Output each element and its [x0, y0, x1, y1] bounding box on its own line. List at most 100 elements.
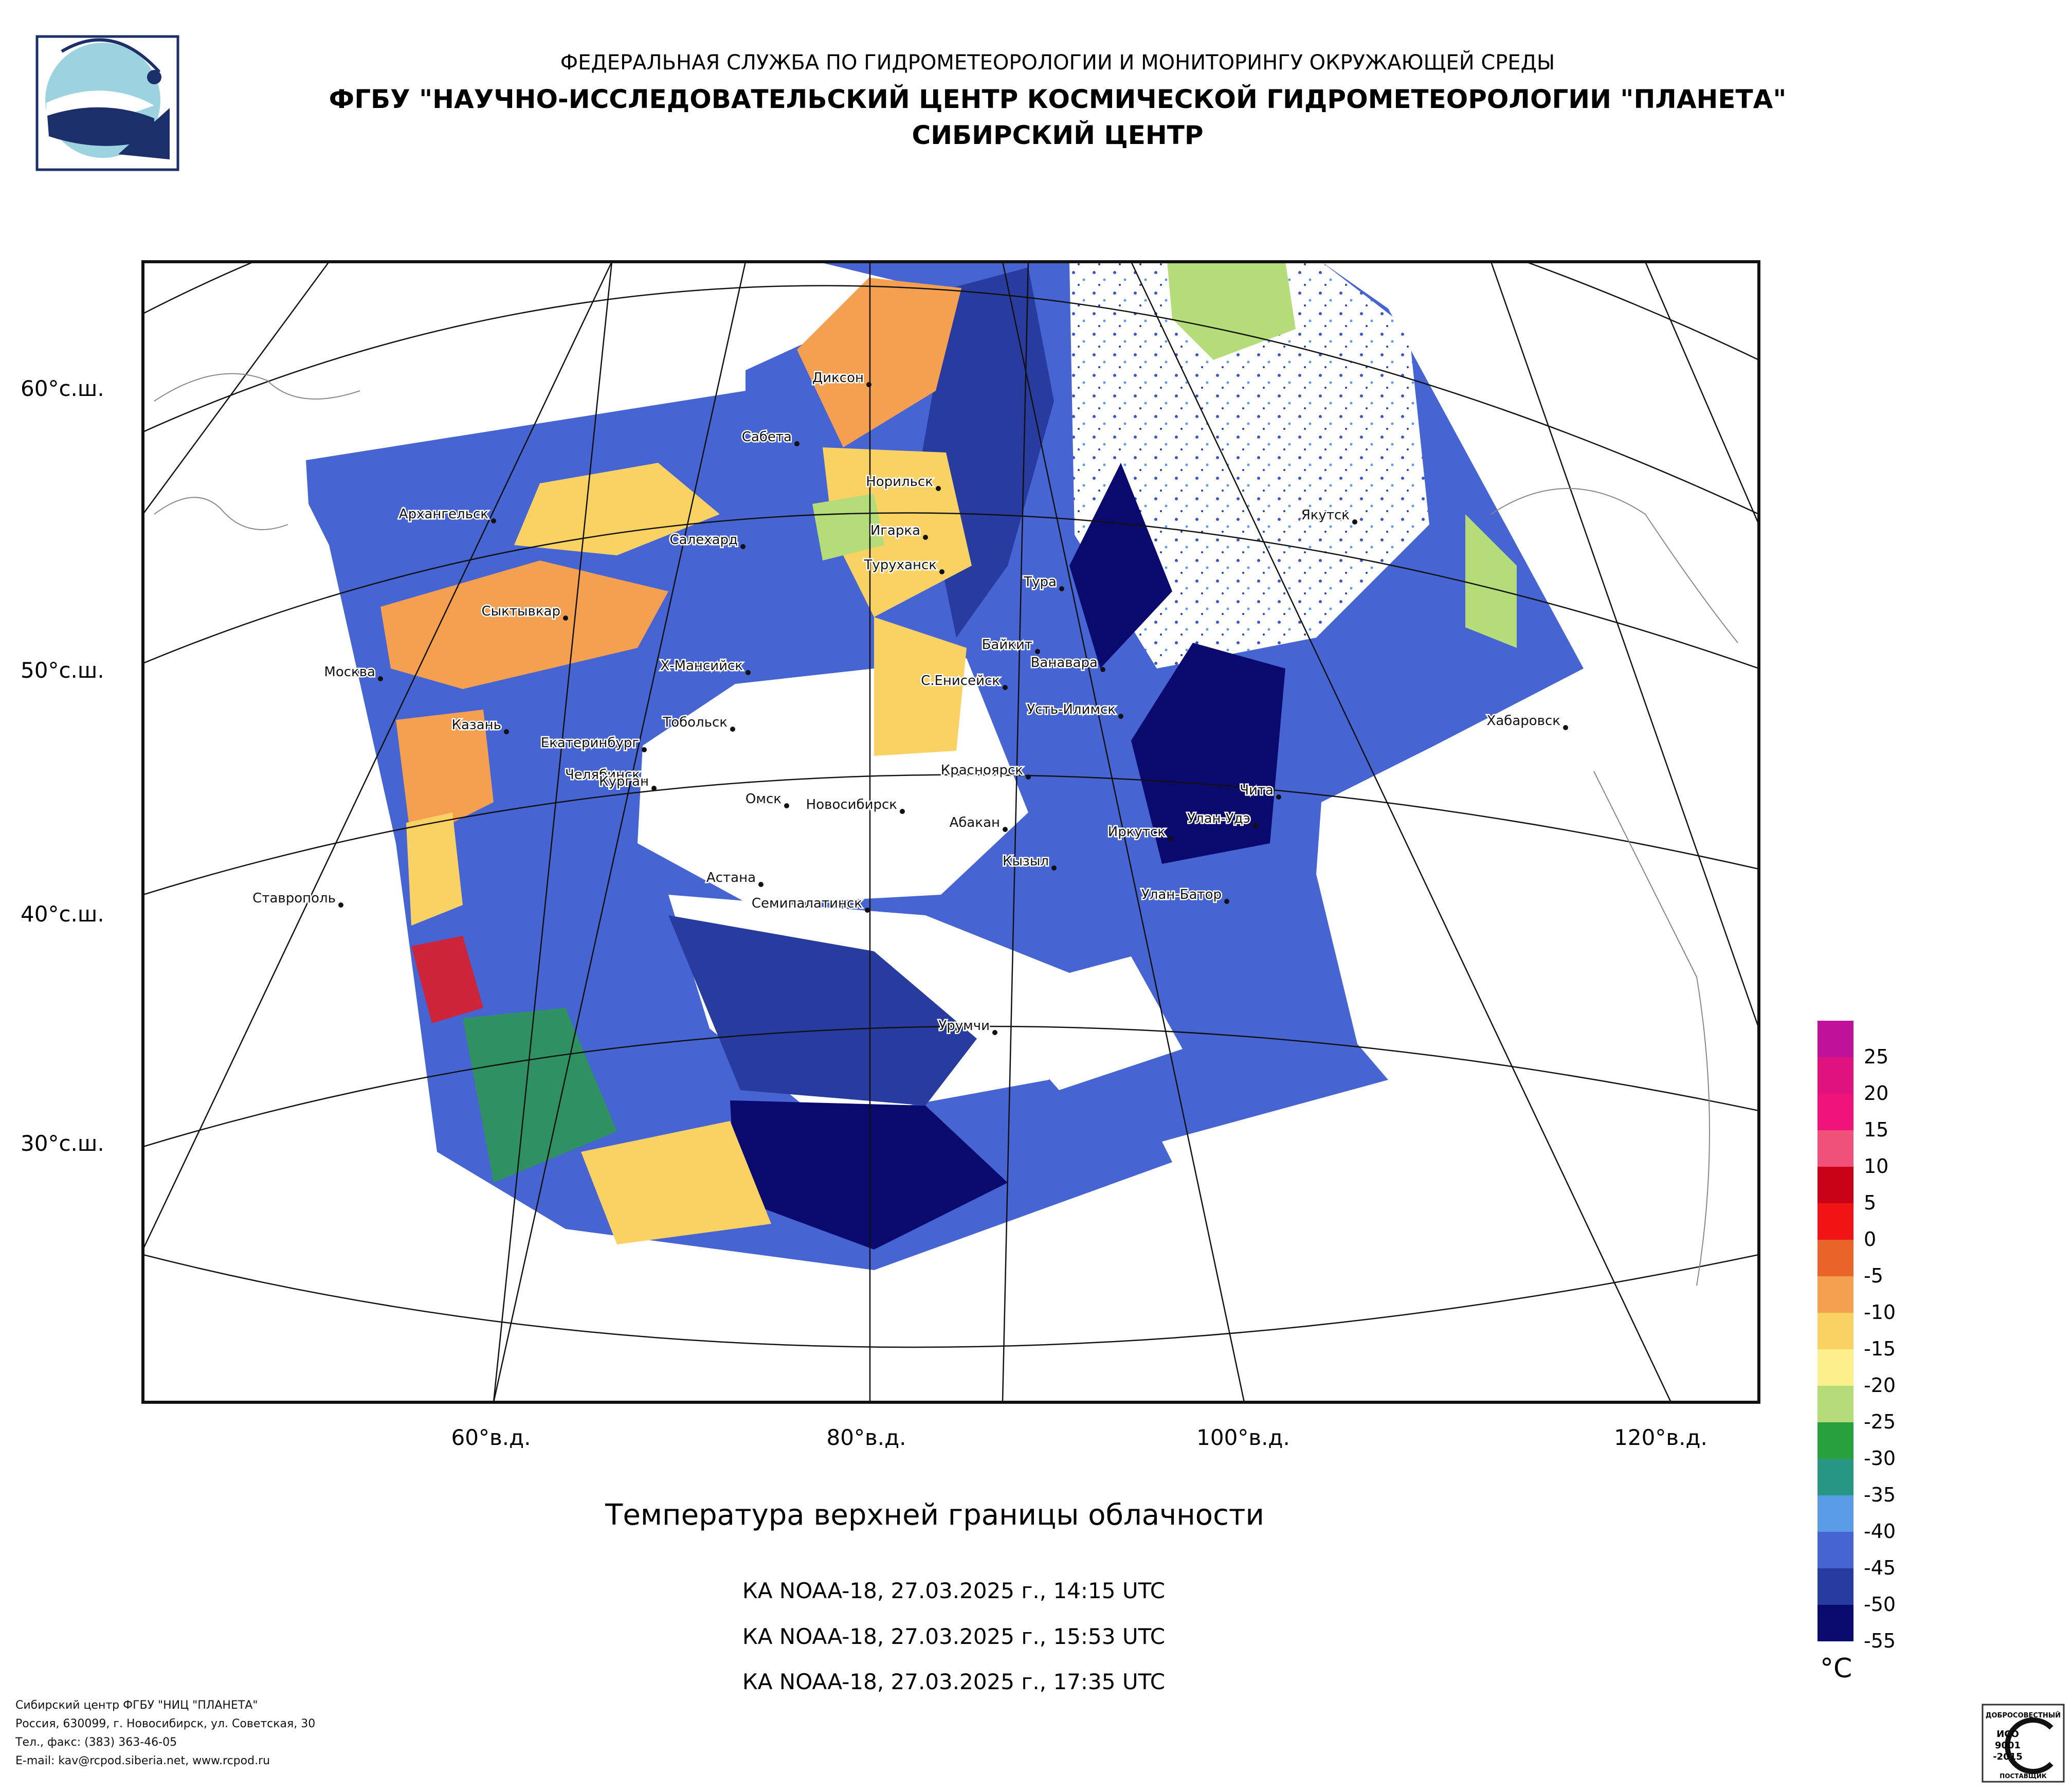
city-label: Туруханск [864, 557, 937, 573]
legend-label: 25 [1864, 1045, 1888, 1068]
legend-swatch [1817, 1422, 1853, 1459]
meridian-40 [143, 262, 330, 515]
city-label: Диксон [812, 370, 864, 386]
cloud-top-temperature-swath [306, 262, 1584, 1270]
city-marker [1003, 827, 1008, 832]
meridian-90 [1002, 262, 1029, 1402]
city-marker [1100, 667, 1105, 672]
legend-label: -25 [1864, 1410, 1896, 1433]
iso-badge-top: ДОБРОСОВЕСТНЫЙ [1986, 1711, 2061, 1720]
city-marker [338, 902, 343, 908]
legend-swatch [1817, 1094, 1853, 1130]
institute-name: ФГБУ "НАУЧНО-ИССЛЕДОВАТЕЛЬСКИЙ ЦЕНТР КОС… [329, 84, 1787, 114]
legend-label: 5 [1864, 1191, 1876, 1214]
map-frame [141, 260, 1760, 1404]
legend-unit: °C [1820, 1653, 1852, 1684]
city-marker [936, 486, 941, 491]
city-marker [1224, 899, 1229, 904]
legend-label: -5 [1864, 1264, 1883, 1287]
city-marker [794, 441, 799, 446]
city-label: Красноярск [941, 763, 1023, 778]
legend-label: -20 [1864, 1374, 1896, 1397]
city-marker [1563, 725, 1568, 730]
legend-swatch [1817, 1532, 1853, 1568]
city-label: Абакан [950, 815, 1000, 830]
city-marker [1026, 774, 1031, 780]
lat-label-50: 50°с.ш. [21, 658, 104, 683]
legend-label: -35 [1864, 1484, 1896, 1506]
agency-name: ФЕДЕРАЛЬНАЯ СЛУЖБА ПО ГИДРОМЕТЕОРОЛОГИИ … [560, 50, 1555, 75]
legend-label: -50 [1864, 1593, 1896, 1616]
legend-swatch [1817, 1568, 1853, 1605]
city-marker [784, 803, 789, 808]
city-label: Х-Мансийск [660, 658, 743, 674]
city-label: Казань [452, 717, 501, 733]
city-marker [504, 729, 509, 734]
lon-label-60: 60°в.д. [451, 1425, 531, 1450]
pass-3: КА NOAA-18, 27.03.2025 г., 17:35 UTC [742, 1669, 1165, 1694]
lon-label-80: 80°в.д. [827, 1425, 906, 1450]
lon-label-100: 100°в.д. [1196, 1425, 1290, 1450]
legend-swatch [1817, 1349, 1853, 1386]
city-marker [923, 535, 928, 540]
city-label: Омск [746, 791, 781, 807]
city-marker [563, 616, 568, 621]
city-label: Иркутск [1108, 824, 1166, 840]
city-marker [740, 544, 746, 549]
city-marker [642, 747, 647, 752]
parallel-50 [143, 512, 1759, 670]
city-marker [643, 779, 648, 784]
city-label: Усть-Илимск [1027, 702, 1116, 717]
meridian-50 [143, 262, 613, 1250]
city-marker [900, 809, 905, 814]
city-marker [1118, 714, 1123, 719]
city-marker [730, 727, 735, 732]
product-title: Температура верхней границы облачности [605, 1498, 1264, 1532]
legend-label: 15 [1864, 1118, 1888, 1141]
city-label: Курган [599, 774, 649, 789]
city-marker [1059, 586, 1064, 591]
legend-swatch [1817, 1313, 1853, 1349]
legend-swatch [1817, 1021, 1853, 1057]
city-label: Улан-Удэ [1187, 811, 1250, 826]
city-label: Кызыл [1003, 854, 1049, 869]
legend-swatch [1817, 1386, 1853, 1422]
city-label: Салехард [669, 532, 738, 548]
city-marker [939, 569, 944, 574]
map-area [143, 262, 1759, 1402]
legend-swatch [1817, 1605, 1853, 1641]
footer-line-2: Россия, 630099, г. Новосибирск, ул. Сове… [15, 1717, 315, 1730]
city-marker [758, 882, 764, 887]
city-label: Москва [324, 664, 375, 680]
city-marker [491, 518, 496, 523]
city-label: Сабета [742, 429, 792, 445]
city-label: Улан-Батор [1141, 887, 1222, 902]
meridian-120 [1490, 262, 1759, 1029]
legend-label: -55 [1864, 1630, 1896, 1652]
iso-badge-l1: ИСО [1996, 1729, 2019, 1740]
city-marker [1352, 519, 1357, 524]
city-label: Игарка [870, 523, 920, 538]
parallel-60 [143, 285, 1759, 515]
city-label: Якутск [1301, 508, 1350, 523]
parallel-20 [143, 1254, 1759, 1348]
city-label: Тура [1023, 574, 1057, 590]
legend-swatch [1817, 1057, 1853, 1094]
legend-swatch [1817, 1495, 1853, 1532]
meridian-60 [493, 262, 613, 1402]
legend-label: -15 [1864, 1337, 1896, 1360]
city-marker [651, 786, 657, 791]
city-label: Хабаровск [1487, 713, 1560, 729]
legend-label: 0 [1864, 1228, 1876, 1251]
pass-2: КА NOAA-18, 27.03.2025 г., 15:53 UTC [742, 1624, 1165, 1649]
legend-label: -40 [1864, 1520, 1896, 1543]
city-labels: Диксон Сабета Норильск Игарка Туруханск Салех… [251, 369, 1568, 1035]
city-marker [378, 676, 383, 681]
graticule [143, 262, 1759, 1402]
legend-label: -10 [1864, 1301, 1896, 1324]
city-marker [1253, 823, 1258, 828]
city-label: Норильск [866, 474, 933, 490]
city-marker [1276, 794, 1281, 800]
city-marker [1003, 685, 1008, 690]
